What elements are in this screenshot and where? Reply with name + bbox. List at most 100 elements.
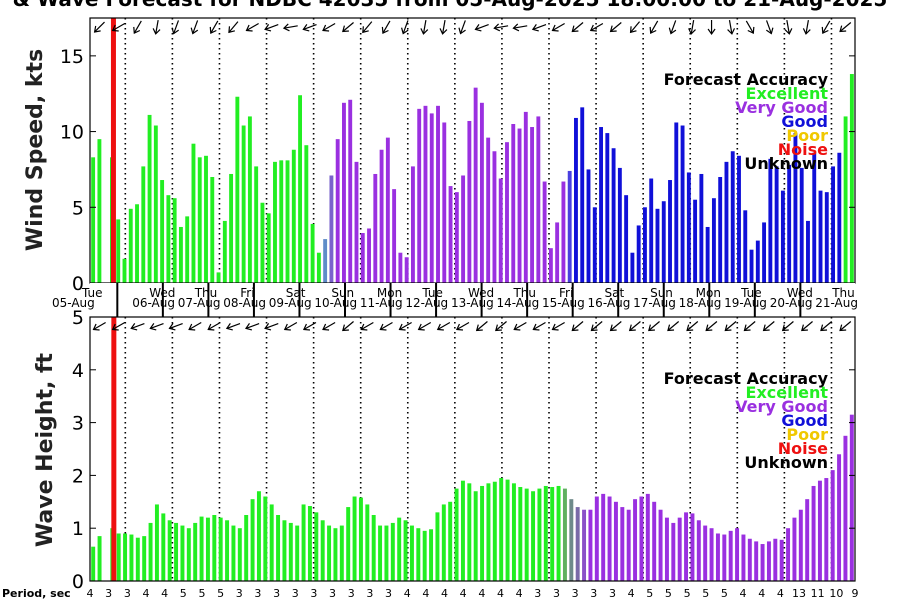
wind-direction-arrow-icon (629, 21, 641, 34)
wave-y-axis-label: Wave Height, ft (33, 352, 58, 547)
wind-bar (517, 128, 522, 283)
wave-bar (837, 454, 842, 581)
day-name-label: Wed (468, 286, 494, 300)
period-value: 3 (534, 587, 541, 600)
wave-direction-arrow-icon (532, 321, 546, 331)
wind-bar (279, 160, 284, 283)
wind-bar (630, 252, 635, 283)
wind-bar (128, 208, 133, 283)
wave-direction-arrow-icon (609, 321, 622, 332)
wave-bar (830, 470, 835, 581)
wave-direction-arrow-icon (686, 321, 699, 332)
wind-bar (342, 102, 346, 283)
wind-bar (812, 152, 817, 283)
wave-bar (773, 538, 778, 581)
wave-direction-arrow-icon (360, 321, 374, 331)
period-value: 4 (87, 587, 94, 600)
wave-bar (307, 506, 312, 581)
day-label-row: Tue05-AugWed06-AugThu07-AugFri08-AugSat0… (52, 283, 858, 317)
wind-bar (743, 210, 748, 283)
wind-bar (762, 222, 767, 283)
wave-bar (715, 533, 720, 581)
wave-bar (492, 481, 497, 581)
wind-legend-item: Good (781, 112, 828, 131)
wind-bar (655, 208, 660, 283)
wave-bar (403, 520, 408, 581)
wave-bar (652, 501, 657, 581)
day-name-label: Thu (194, 286, 218, 300)
wind-bar (574, 117, 578, 283)
wind-bar (204, 155, 208, 283)
date-label: 05-Aug (52, 296, 95, 310)
date-label: 08-Aug (223, 296, 266, 310)
wave-bar (186, 528, 191, 581)
wind-bar (367, 228, 371, 283)
wind-bar (580, 107, 585, 283)
date-label: 07-Aug (178, 296, 221, 310)
period-value: 5 (217, 587, 224, 600)
wind-bar (147, 114, 152, 284)
wind-bar (273, 161, 277, 283)
wave-direction-arrow-icon (475, 321, 488, 332)
wave-bar (282, 520, 287, 581)
date-label: 18-Aug (679, 296, 722, 310)
day-name-label: Sat (605, 286, 625, 300)
wave-bar (339, 525, 344, 581)
period-value: 3 (385, 587, 392, 600)
wind-bar (348, 99, 353, 284)
wind-bar (693, 199, 698, 283)
wave-bar (320, 520, 325, 581)
wave-direction-arrow-icon (839, 321, 852, 332)
wind-bar (442, 122, 447, 283)
period-value: 4 (777, 587, 784, 600)
wave-legend-item: Good (781, 411, 828, 430)
wind-bar (122, 258, 127, 283)
period-value: 9 (852, 587, 859, 600)
wind-bar (831, 166, 835, 283)
wind-direction-arrow-icon (133, 20, 142, 34)
wave-bar (123, 533, 128, 581)
wave-direction-arrow-icon (571, 321, 584, 332)
wave-bar (626, 509, 631, 581)
wind-direction-arrow-icon (111, 22, 126, 32)
period-value: 4 (161, 587, 168, 600)
wind-ytick-label: 10 (60, 122, 84, 144)
wind-bar (824, 192, 829, 283)
wind-bar (492, 151, 497, 283)
wind-legend-item: Excellent (746, 84, 829, 103)
wind-direction-arrow-icon (765, 20, 774, 35)
wind-bar (523, 111, 528, 283)
period-value: 4 (740, 587, 747, 600)
wave-direction-arrow-icon (705, 321, 718, 332)
wind-direction-arrow-icon (401, 20, 409, 35)
wave-direction-arrow-icon (322, 321, 336, 331)
wind-direction-arrow-icon (439, 20, 448, 35)
wind-bar (548, 248, 553, 283)
wind-bar (467, 120, 472, 283)
wind-direction-arrow-icon (381, 20, 391, 34)
period-value: 4 (628, 587, 635, 600)
wave-bar (199, 516, 204, 581)
wave-bar (91, 546, 96, 581)
wave-bar (409, 525, 414, 581)
day-name-label: Mon (696, 286, 721, 300)
wave-bar (473, 491, 478, 581)
period-value: 3 (553, 587, 560, 600)
wind-bar (806, 220, 810, 283)
wind-direction-arrow-icon (784, 20, 793, 35)
wind-bar (185, 216, 190, 283)
wind-direction-arrow-icon (302, 24, 317, 32)
wind-direction-arrow-icon (171, 20, 180, 35)
wave-bar (677, 517, 682, 581)
wind-bar (592, 207, 597, 283)
wave-direction-arrow-icon (168, 323, 183, 331)
wave-bar (645, 493, 650, 581)
day-name-label: Thu (831, 286, 855, 300)
wave-bar (397, 517, 402, 581)
wave-ytick-label: 5 (72, 307, 84, 329)
wind-bar (229, 173, 234, 283)
wind-bar (561, 181, 566, 283)
wave-bar (288, 522, 293, 581)
wave-direction-arrow-icon (92, 321, 106, 331)
wind-direction-arrow-icon (727, 20, 736, 35)
